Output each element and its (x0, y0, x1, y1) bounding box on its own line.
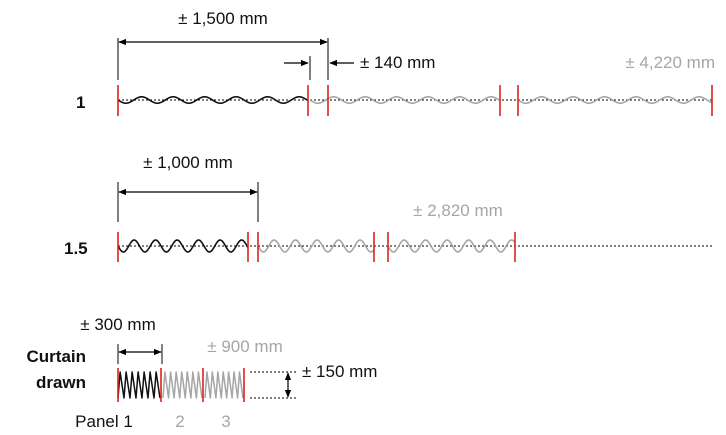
panel-2-fold-line (309, 95, 501, 105)
panel-1-fold-line (117, 95, 309, 105)
total-width-label: ± 2,820 mm (413, 201, 503, 220)
panel-1-stack (117, 371, 161, 399)
total-width-label: ± 4,220 mm (625, 53, 715, 72)
panel-3-fold-line (517, 95, 713, 105)
curtain-label-line2: drawn (36, 373, 86, 392)
panel-width-label: ± 300 mm (80, 315, 155, 334)
total-width-label: ± 900 mm (207, 337, 282, 356)
row-1-5: 1.5 ± 1,000 mm ± 2,820 mm (64, 153, 712, 262)
row-1-label: 1 (76, 93, 85, 112)
row-1-folds (117, 95, 713, 105)
panel-2-fold-line (257, 239, 375, 253)
row-1-panel-edges (117, 85, 713, 116)
panel-3-fold-line (387, 239, 516, 253)
row-1-5-panel-edges (117, 232, 516, 262)
row-1-5-folds (117, 239, 516, 253)
stacked-folds (117, 368, 245, 402)
row-curtain-drawn: Curtain drawn ± 300 mm ± 900 mm ± 150 mm… (27, 315, 378, 431)
row-1: 1 ± 1,500 mm ± 140 mm ± 4,220 mm (76, 9, 715, 116)
gap-label: ± 140 mm (360, 53, 435, 72)
panel-3-stack (204, 371, 244, 399)
panel-label-3: 3 (221, 412, 230, 431)
panel-label-2: 2 (175, 412, 184, 431)
panel-2-stack (162, 371, 203, 399)
panel-label-1: Panel 1 (75, 412, 133, 431)
row-1-5-label: 1.5 (64, 239, 88, 258)
panel-width-label: ± 1,000 mm (143, 153, 233, 172)
curtain-label-line1: Curtain (27, 347, 87, 366)
panel-1-fold-line (117, 239, 249, 253)
depth-label: ± 150 mm (302, 362, 377, 381)
panel-width-label: ± 1,500 mm (178, 9, 268, 28)
